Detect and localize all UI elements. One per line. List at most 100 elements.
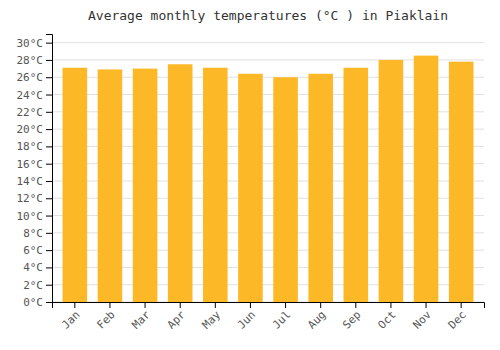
tick-mark [46,164,52,165]
tick: Jun [235,302,258,332]
tick-mark [461,302,462,308]
bar [203,68,228,302]
tick-label: 6°C [23,244,43,257]
x-axis: Jan Feb Mar Apr May Jun Jul Aug Sep Oct Nov Dec [53,302,485,332]
y-axis: 0°C 2°C 4°C 6°C 8°C 10°C 12°C 14°C 16°C 18°C 20°C 2… [17,35,53,310]
tick: Aug [305,302,328,332]
tick-mark [46,267,52,268]
tick-label: 26°C [17,71,44,84]
tick: 2°C [23,279,52,292]
tick: 18°C [17,140,53,153]
title: Average monthly temperatures (°C ) in Pi… [88,8,448,23]
tick: 6°C [23,244,52,257]
axis-line [53,303,485,309]
bar [379,60,404,302]
tick-mark [285,302,286,308]
chart: 0°C 2°C 4°C 6°C 8°C 10°C 12°C 14°C 16°C 18°C 20°C 2… [0,0,500,350]
tick-mark [46,77,52,78]
tick-mark [180,302,181,308]
tick: 14°C [17,175,53,188]
tick-mark [46,95,52,96]
tick-mark [46,233,52,234]
tick: Jan [59,302,82,332]
tick-mark [355,302,356,308]
tick-mark [46,60,52,61]
tick: 16°C [17,158,53,171]
tick: 12°C [17,192,53,205]
tick-mark [390,302,391,308]
tick: 20°C [17,123,53,136]
tick: May [200,302,224,332]
tick: Sep [340,302,363,332]
grid-line [52,42,484,43]
tick-label: Aug [305,308,328,331]
bar [98,69,123,302]
tick-label: Dec [446,308,469,331]
bars [63,56,474,302]
tick-mark [250,302,251,308]
tick-mark [46,216,52,217]
tick-label: Apr [165,308,189,332]
tick-mark [46,43,52,44]
tick-label: 2°C [23,279,43,292]
tick: 10°C [17,210,53,223]
bar [414,56,439,302]
bar [63,68,88,302]
tick: Apr [165,302,189,332]
tick-label: 4°C [23,261,43,274]
tick-label: 0°C [23,296,43,309]
tick-mark [46,198,52,199]
tick-mark [46,250,52,251]
bar [168,64,193,302]
tick-mark [46,302,52,303]
tick-label: Nov [411,308,435,332]
tick: Jul [270,302,293,332]
tick: 22°C [17,106,53,119]
tick-label: 28°C [17,54,44,67]
tick-mark [109,302,110,308]
tick-label: 18°C [17,140,44,153]
tick: 8°C [23,227,52,240]
tick: Dec [446,302,469,332]
tick: 28°C [17,54,53,67]
tick-label: 8°C [23,227,43,240]
tick-mark [46,181,52,182]
tick-label: Sep [340,308,363,331]
tick-label: Jan [59,308,82,331]
tick: Oct [375,302,398,332]
tick-label: Oct [375,308,398,331]
tick-label: Jul [270,308,293,331]
grid [52,43,484,302]
tick-mark [215,302,216,308]
tick-mark [426,302,427,308]
tick-mark [320,302,321,308]
tick: 4°C [23,261,52,274]
tick-mark [46,285,52,286]
tick-mark [46,129,52,130]
tick: Feb [94,302,117,332]
bar [449,62,474,302]
bar [133,69,158,302]
tick-label: 22°C [17,106,44,119]
tick-label: 12°C [17,192,44,205]
bar [308,74,333,302]
axis-line [46,35,53,303]
plot: 0°C 2°C 4°C 6°C 8°C 10°C 12°C 14°C 16°C 18°C 20°C 2… [17,35,485,332]
tick-label: 30°C [17,37,44,50]
tick-label: Jun [235,308,258,331]
bar [238,74,263,302]
tick: Mar [130,302,154,332]
tick: 0°C [23,296,52,309]
tick-mark [46,146,52,147]
tick: 30°C [17,37,53,50]
tick-label: May [200,308,224,332]
tick-label: 10°C [17,210,44,223]
bar [344,68,369,302]
tick-label: 20°C [17,123,44,136]
tick-mark [145,302,146,308]
tick-label: Feb [94,308,117,331]
tick-mark [74,302,75,308]
tick: 24°C [17,89,53,102]
bar [273,77,298,302]
tick: Nov [411,302,435,332]
